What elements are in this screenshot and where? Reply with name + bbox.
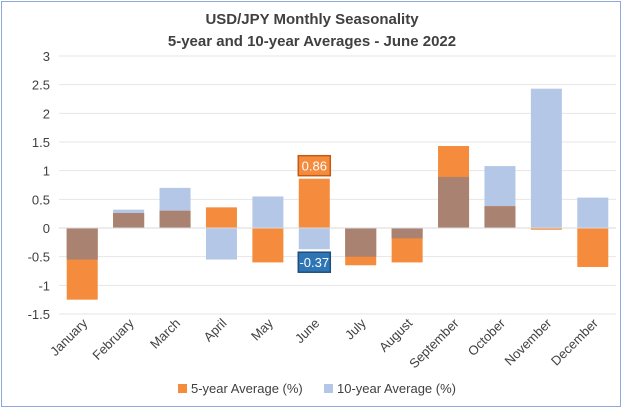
bar-10yr-november: [530, 88, 562, 229]
bar-overlap-september: [438, 176, 470, 228]
bar-overlap-july: [345, 228, 377, 257]
x-tick-label: December: [548, 315, 601, 368]
x-tick-label: June: [292, 316, 323, 347]
x-tick-label: April: [201, 315, 230, 344]
bar-5yr-june: [298, 178, 330, 228]
x-tick-label: February: [89, 315, 137, 363]
legend-label: 5-year Average (%): [191, 381, 303, 396]
bar-overlap-january: [66, 228, 98, 260]
bar-10yr-june: [298, 228, 330, 250]
y-tick-label: 1: [43, 164, 50, 179]
x-tick-label: September: [406, 315, 462, 371]
callout-label-5-year-average: 0.86: [302, 159, 327, 174]
legend-swatch-10-year-average: [324, 384, 333, 393]
x-tick-label: January: [47, 315, 91, 359]
bar-5yr-november: [530, 228, 562, 230]
x-tick-label: May: [248, 315, 276, 343]
y-tick-label: 1.5: [32, 135, 50, 150]
y-tick-label: -1: [38, 278, 50, 293]
callout-box-10-year-average: [297, 251, 332, 273]
x-tick-label: March: [147, 316, 183, 352]
gridlines: [59, 55, 616, 315]
bar-5yr-may: [252, 228, 284, 263]
bar-10yr-may: [252, 196, 284, 228]
y-axis: -1.5 -1 -0.5 0 0.5 1 1.5 2 2.5 3: [28, 49, 50, 322]
x-tick-label: July: [342, 315, 369, 342]
y-tick-label: 0: [43, 221, 50, 236]
x-tick-label: August: [376, 315, 415, 354]
bar-5yr-december: [577, 228, 609, 267]
y-tick-label: 2.5: [32, 78, 50, 93]
y-tick-label: -1.5: [28, 307, 50, 322]
bar-10yr-april: [205, 228, 237, 260]
bar-5yr-april: [205, 207, 237, 228]
legend: 5-year Average (%) 10-year Average (%): [178, 381, 456, 396]
y-tick-label: 2: [43, 106, 50, 121]
callout-label-10-year-average: -0.37: [299, 255, 329, 270]
bars: [66, 88, 609, 300]
chart-title: USD/JPY Monthly Seasonality: [205, 11, 419, 28]
x-axis: January February March April May June July Augu…: [47, 315, 601, 371]
y-tick-label: -0.5: [28, 250, 50, 265]
x-tick-label: October: [465, 315, 509, 359]
bar-10yr-december: [577, 197, 609, 228]
legend-label: 10-year Average (%): [337, 381, 456, 396]
legend-swatch-5-year-average: [178, 384, 187, 393]
y-tick-label: 0.5: [32, 192, 50, 207]
bar-overlap-october: [484, 206, 516, 228]
bar-overlap-august: [391, 228, 423, 239]
bar-overlap-february: [113, 213, 145, 228]
data-callouts: 0.86 -0.37: [297, 154, 332, 273]
bar-overlap-march: [159, 210, 191, 228]
x-tick-label: November: [501, 315, 554, 368]
chart-subtitle: 5-year and 10-year Averages - June 2022: [168, 33, 456, 50]
callout-box-5-year-average: [297, 154, 332, 177]
y-tick-label: 3: [43, 49, 50, 64]
